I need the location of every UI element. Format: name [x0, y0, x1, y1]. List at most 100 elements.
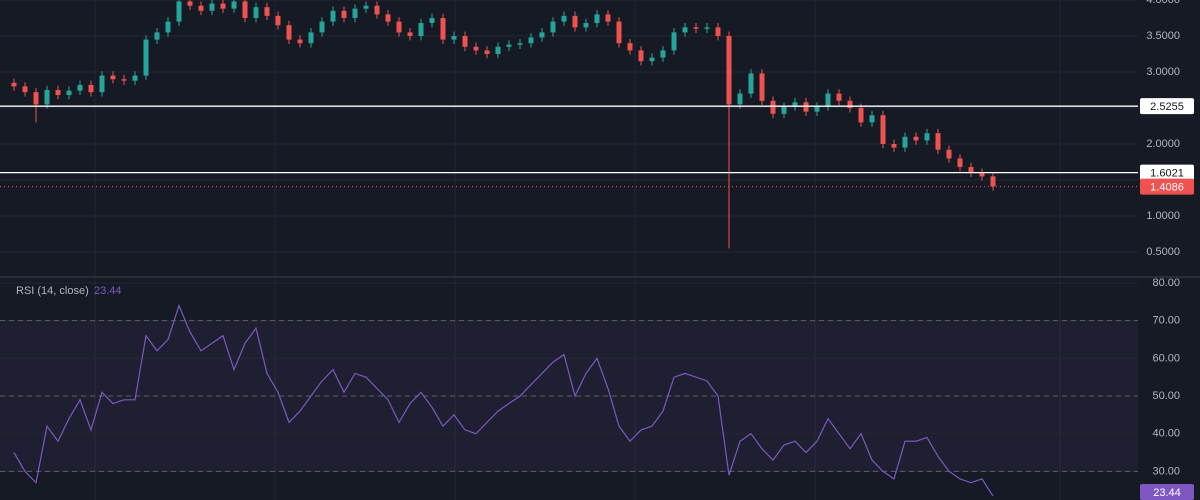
- candle-body: [407, 32, 413, 36]
- candle-body: [132, 75, 138, 81]
- candle-body: [616, 21, 622, 44]
- candle-body: [638, 50, 644, 62]
- candle-body: [187, 1, 193, 6]
- y-tick-label: 80.00: [1152, 277, 1180, 289]
- candle-body: [627, 43, 633, 51]
- candle-body: [759, 73, 765, 101]
- y-tick-label: 0.5000: [1146, 246, 1180, 258]
- y-tick-label: 40.00: [1152, 428, 1180, 440]
- candle-body: [495, 46, 501, 54]
- candle-body: [352, 8, 358, 18]
- candle-body: [781, 106, 787, 114]
- price-level-label: 2.5255: [1150, 101, 1184, 113]
- candle-body: [869, 115, 875, 123]
- rsi-value: 23.44: [94, 285, 122, 297]
- candle-body: [814, 106, 820, 112]
- y-tick-label: 50.00: [1152, 390, 1180, 402]
- rsi-title: RSI (14, close): [16, 285, 89, 297]
- candle-body: [286, 25, 292, 40]
- candle-body: [473, 46, 479, 51]
- candle-body: [737, 93, 743, 105]
- candle-body: [704, 27, 710, 29]
- candle-body: [660, 50, 666, 58]
- candle-body: [792, 102, 798, 107]
- candle-body: [77, 84, 83, 91]
- candle-body: [253, 7, 259, 18]
- candle-body: [110, 75, 116, 80]
- candle-body: [11, 82, 17, 87]
- last-price-badge: [1140, 178, 1194, 195]
- candle-body: [539, 32, 545, 38]
- y-tick-label: 3.5000: [1146, 30, 1180, 42]
- candle-body: [55, 90, 61, 96]
- candle-body: [44, 90, 50, 105]
- candle-body: [528, 37, 534, 44]
- candle-body: [330, 10, 336, 22]
- candle-body: [748, 73, 754, 94]
- candle-body: [363, 5, 369, 9]
- candle-body: [583, 23, 589, 28]
- candle-body: [209, 3, 215, 11]
- candle-body: [682, 27, 688, 33]
- candle-body: [979, 172, 985, 177]
- vertical-grid: [94, 0, 1061, 500]
- y-tick-label: 70.00: [1152, 315, 1180, 327]
- rsi-last-label: 23.44: [1153, 487, 1181, 499]
- last-price-label: 1.4086: [1150, 181, 1184, 193]
- y-tick-label: 60.00: [1152, 352, 1180, 364]
- candle-body: [572, 15, 578, 28]
- candle-body: [550, 21, 556, 33]
- candle-body: [66, 90, 72, 96]
- candle-body: [506, 44, 512, 47]
- candle-body: [957, 158, 963, 168]
- candle-body: [858, 108, 864, 123]
- candle-body: [242, 1, 248, 18]
- candle-body: [264, 7, 270, 16]
- candle-body: [935, 133, 941, 150]
- candle-body: [143, 39, 149, 76]
- candle-body: [440, 18, 446, 40]
- candle-body: [176, 1, 182, 22]
- candle-body: [825, 93, 831, 107]
- y-tick-label: 3.0000: [1146, 66, 1180, 78]
- candle-body: [484, 50, 490, 54]
- candle-body: [88, 84, 94, 93]
- candle-body: [418, 23, 424, 36]
- candle-body: [154, 32, 160, 40]
- candle-body: [990, 176, 996, 187]
- candle-body: [396, 21, 402, 33]
- candle-body: [902, 136, 908, 148]
- candle-body: [594, 14, 600, 24]
- candle-body: [913, 136, 919, 141]
- candle-body: [836, 93, 842, 101]
- candle-body: [946, 149, 952, 159]
- price-level-badge: [1140, 98, 1194, 115]
- rsi-last-badge: [1140, 484, 1194, 500]
- candle-body: [275, 15, 281, 26]
- candle-body: [924, 133, 930, 141]
- candle-body: [165, 21, 171, 33]
- candle-body: [803, 102, 809, 112]
- y-tick-label: 4.0000: [1146, 0, 1180, 6]
- candle-body: [22, 86, 28, 93]
- candle-body: [605, 14, 611, 22]
- candle-body: [462, 36, 468, 47]
- candle-body: [99, 75, 105, 93]
- rsi-line: [13, 303, 994, 497]
- y-tick-label: 30.00: [1152, 465, 1180, 477]
- candle-body: [121, 79, 127, 81]
- candle-body: [297, 39, 303, 44]
- candle-body: [726, 36, 732, 105]
- price-level-label: 1.6021: [1150, 168, 1184, 180]
- candle-body: [385, 14, 391, 22]
- candle-body: [341, 10, 347, 18]
- candle-body: [715, 27, 721, 36]
- candle-body: [308, 32, 314, 44]
- candle-body: [693, 27, 699, 29]
- price-level-badge: [1140, 164, 1194, 181]
- candle-body: [561, 15, 567, 22]
- candle-body: [374, 5, 380, 15]
- candle-body: [847, 100, 853, 108]
